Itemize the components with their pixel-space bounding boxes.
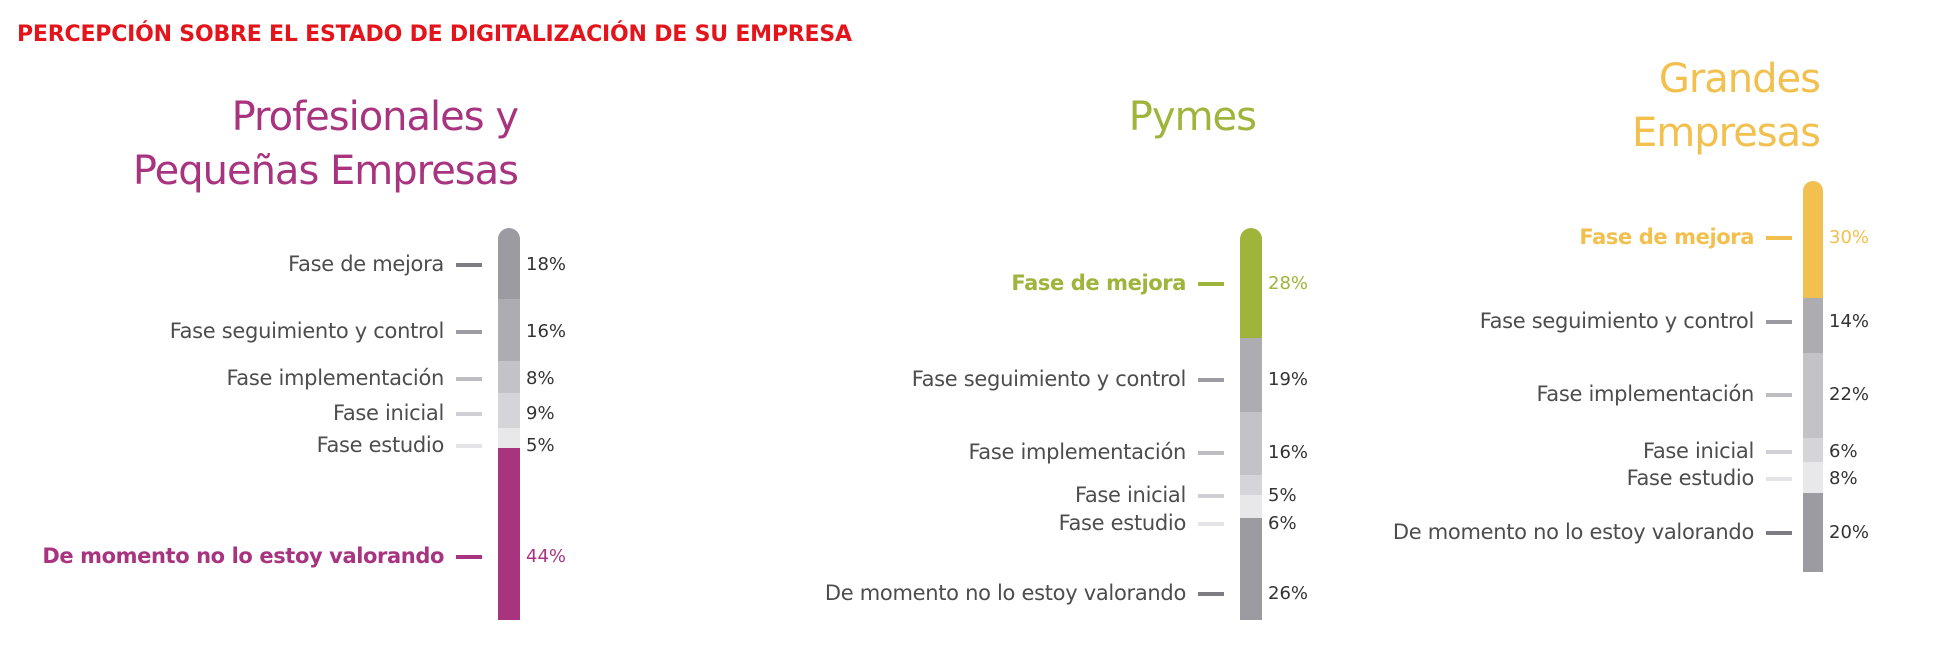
- category-label: Fase seguimiento y control: [911, 367, 1187, 391]
- category-tick: [1766, 236, 1792, 240]
- value-label: 20%: [1829, 522, 1870, 543]
- value-label: 22%: [1829, 384, 1870, 405]
- chart-title-line: Grandes: [1658, 56, 1821, 102]
- value-label: 19%: [1268, 369, 1309, 390]
- value-label: 28%: [1268, 273, 1309, 294]
- chart-title-line: Empresas: [1632, 110, 1821, 156]
- bar-segment-pymes-5: [1240, 494, 1262, 519]
- category-label: Fase seguimiento y control: [169, 319, 445, 343]
- category-tick: [456, 377, 482, 381]
- category-label: Fase de mejora: [1579, 225, 1754, 249]
- bar-segment-grandes-5: [1803, 461, 1823, 494]
- category-tick: [1766, 320, 1792, 324]
- category-tick: [456, 263, 482, 267]
- category-label: Fase inicial: [332, 401, 444, 425]
- value-label: 5%: [1268, 485, 1297, 506]
- category-tick: [1766, 531, 1792, 535]
- bar-segment-pymes-1: [1240, 228, 1262, 339]
- chart-title: Grandes Empresas: [1632, 52, 1821, 160]
- value-label: 8%: [1829, 468, 1858, 489]
- category-tick: [1198, 378, 1224, 382]
- bar-segment-grandes-6: [1803, 493, 1823, 572]
- category-tick: [456, 330, 482, 334]
- category-label: De momento no lo estoy valorando: [42, 544, 444, 568]
- category-tick: [1198, 494, 1224, 498]
- category-tick: [1198, 522, 1224, 526]
- bar-segment-profesionales-3: [498, 361, 520, 394]
- category-label: Fase estudio: [316, 433, 445, 457]
- category-label: De momento no lo estoy valorando: [1392, 520, 1754, 544]
- value-label: 16%: [1268, 442, 1309, 463]
- bar-segment-pymes-4: [1240, 474, 1262, 496]
- category-label: De momento no lo estoy valorando: [824, 581, 1186, 605]
- category-label: Fase implementación: [226, 366, 444, 390]
- bar-segment-grandes-2: [1803, 298, 1823, 354]
- bar-segment-profesionales-1: [498, 228, 520, 300]
- value-label: 6%: [1829, 441, 1858, 462]
- bar-segment-pymes-6: [1240, 518, 1262, 621]
- category-label: Fase estudio: [1058, 511, 1187, 535]
- value-label: 16%: [526, 321, 567, 342]
- category-label: Fase seguimiento y control: [1479, 309, 1755, 333]
- category-label: Fase implementación: [1536, 382, 1754, 406]
- bar-segment-profesionales-2: [498, 298, 520, 362]
- page-title: PERCEPCIÓN SOBRE EL ESTADO DE DIGITALIZA…: [17, 22, 852, 47]
- category-tick: [1766, 477, 1792, 481]
- category-label: Fase estudio: [1626, 466, 1755, 490]
- category-label: Fase inicial: [1642, 439, 1754, 463]
- category-tick: [1198, 451, 1224, 455]
- category-label: Fase de mejora: [1011, 271, 1186, 295]
- category-tick: [1766, 450, 1792, 454]
- category-label: Fase implementación: [968, 440, 1186, 464]
- chart-title-line: Pymes: [1128, 94, 1257, 140]
- value-label: 6%: [1268, 513, 1297, 534]
- value-label: 5%: [526, 435, 555, 456]
- category-label: Fase de mejora: [288, 252, 444, 276]
- bar-segment-profesionales-5: [498, 427, 520, 448]
- category-label: Fase inicial: [1074, 483, 1186, 507]
- bar-segment-pymes-3: [1240, 412, 1262, 476]
- bar-segment-profesionales-6: [498, 447, 520, 621]
- category-tick: [456, 555, 482, 559]
- bar-segment-pymes-2: [1240, 337, 1262, 413]
- category-tick: [1766, 393, 1792, 397]
- value-label: 14%: [1829, 311, 1870, 332]
- value-label: 9%: [526, 403, 555, 424]
- bar-segment-grandes-3: [1803, 352, 1823, 439]
- category-tick: [456, 444, 482, 448]
- value-label: 30%: [1829, 227, 1870, 248]
- bar-segment-grandes-1: [1803, 181, 1823, 299]
- chart-title-line: Profesionales y: [231, 94, 519, 140]
- bar-segment-grandes-4: [1803, 438, 1823, 463]
- bar-segment-profesionales-4: [498, 392, 520, 429]
- category-tick: [456, 412, 482, 416]
- value-label: 18%: [526, 254, 567, 275]
- value-label: 44%: [526, 546, 567, 567]
- chart-title: Profesionales y Pequeñas Empresas: [132, 90, 519, 198]
- category-tick: [1198, 592, 1224, 596]
- chart-title-line: Pequeñas Empresas: [132, 148, 519, 194]
- category-tick: [1198, 282, 1224, 286]
- value-label: 8%: [526, 368, 555, 389]
- chart-title: Pymes: [1128, 90, 1257, 144]
- value-label: 26%: [1268, 583, 1309, 604]
